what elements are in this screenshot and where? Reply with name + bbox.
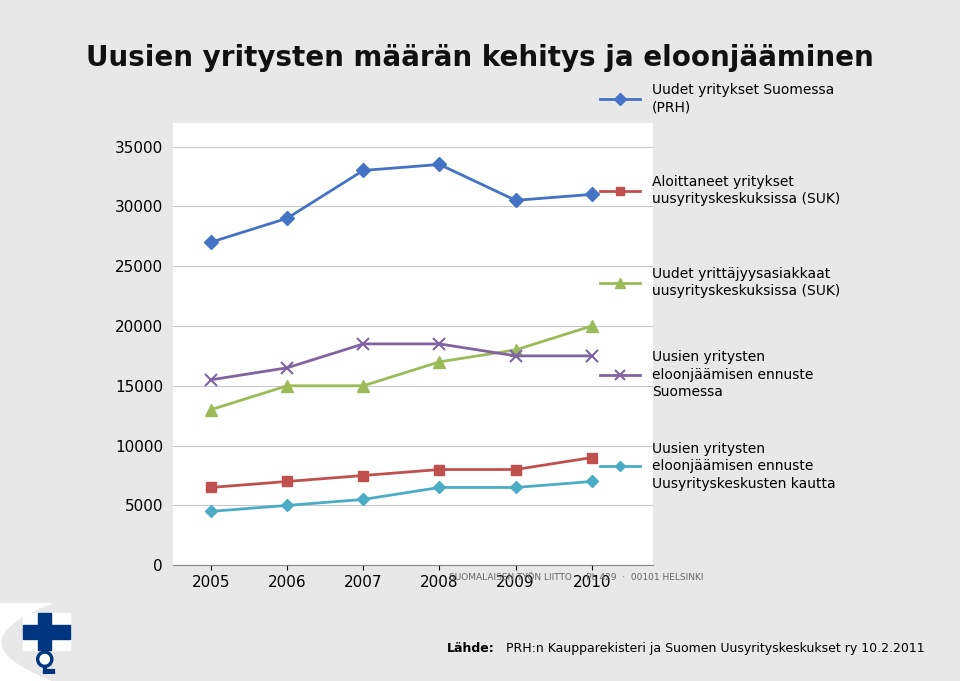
- Uudet yritykset Suomessa
(PRH): [434, 160, 445, 168]
- Aloittaneet yritykset
uusyrityskeskuksissa (SUK): [357, 471, 369, 479]
- Uusien yritysten
eloonjäämisen ennuste
Uusyrityskeskusten kautta: [357, 495, 369, 503]
- Line: Uudet yrittäjyysasiakkaat
uusyrityskeskuksissa (SUK): Uudet yrittäjyysasiakkaat uusyrityskesku…: [205, 320, 597, 415]
- Uudet yrittäjyysasiakkaat
uusyrityskeskuksissa (SUK): [434, 358, 445, 366]
- Bar: [23, 625, 69, 639]
- Line: Aloittaneet yritykset
uusyrityskeskuksissa (SUK): Aloittaneet yritykset uusyrityskeskuksis…: [206, 453, 597, 492]
- Bar: [23, 613, 69, 650]
- Text: Aloittaneet yritykset
uusyrityskeskuksissa (SUK): Aloittaneet yritykset uusyrityskeskuksis…: [652, 175, 840, 206]
- Line: Uusien yritysten
eloonjäämisen ennuste
Uusyrityskeskusten kautta: Uusien yritysten eloonjäämisen ennuste U…: [206, 477, 596, 516]
- Text: Uudet yrittäjyysasiakkaat
uusyrityskeskuksissa (SUK): Uudet yrittäjyysasiakkaat uusyrityskesku…: [652, 267, 840, 298]
- Aloittaneet yritykset
uusyrityskeskuksissa (SUK): [281, 477, 293, 486]
- Aloittaneet yritykset
uusyrityskeskuksissa (SUK): [434, 465, 445, 473]
- Uudet yrittäjyysasiakkaat
uusyrityskeskuksissa (SUK): [510, 346, 521, 354]
- Aloittaneet yritykset
uusyrityskeskuksissa (SUK): [510, 465, 521, 473]
- Uusien yritysten
eloonjäämisen ennuste
Suomessa: [587, 352, 598, 360]
- Bar: [38, 613, 52, 650]
- Text: PRH:n Kaupparekisteri ja Suomen Uusyrityskeskukset ry 10.2.2011: PRH:n Kaupparekisteri ja Suomen Uusyrity…: [502, 642, 924, 656]
- Uudet yrittäjyysasiakkaat
uusyrityskeskuksissa (SUK): [205, 406, 217, 414]
- Uudet yritykset Suomessa
(PRH): [205, 238, 217, 247]
- Text: Uudet yritykset Suomessa
(PRH): Uudet yritykset Suomessa (PRH): [652, 83, 834, 114]
- Uudet yrittäjyysasiakkaat
uusyrityskeskuksissa (SUK): [357, 381, 369, 390]
- Line: Uusien yritysten
eloonjäämisen ennuste
Suomessa: Uusien yritysten eloonjäämisen ennuste S…: [204, 338, 598, 386]
- Text: SUOMALAISEN TYÖN LIITTO  ·  PL 429  ·  00101 HELSINKI: SUOMALAISEN TYÖN LIITTO · PL 429 · 00101…: [448, 573, 704, 582]
- Uusien yritysten
eloonjäämisen ennuste
Uusyrityskeskusten kautta: [510, 484, 521, 492]
- Text: Uusien yritysten
eloonjäämisen ennuste
Suomessa: Uusien yritysten eloonjäämisen ennuste S…: [652, 350, 813, 399]
- Uusien yritysten
eloonjäämisen ennuste
Suomessa: [434, 340, 445, 348]
- Text: Uusien yritysten
eloonjäämisen ennuste
Uusyrityskeskusten kautta: Uusien yritysten eloonjäämisen ennuste U…: [652, 442, 835, 491]
- Text: Uusien yritysten määrän kehitys ja eloonjääminen: Uusien yritysten määrän kehitys ja eloon…: [86, 44, 874, 72]
- Uusien yritysten
eloonjäämisen ennuste
Uusyrityskeskusten kautta: [281, 501, 293, 509]
- Uusien yritysten
eloonjäämisen ennuste
Uusyrityskeskusten kautta: [587, 477, 598, 486]
- Line: Uudet yritykset Suomessa
(PRH): Uudet yritykset Suomessa (PRH): [206, 159, 597, 247]
- Uusien yritysten
eloonjäämisen ennuste
Suomessa: [205, 376, 217, 384]
- Uudet yritykset Suomessa
(PRH): [357, 166, 369, 174]
- Uudet yritykset Suomessa
(PRH): [510, 196, 521, 204]
- Uusien yritysten
eloonjäämisen ennuste
Suomessa: [357, 340, 369, 348]
- Circle shape: [36, 651, 53, 667]
- Circle shape: [40, 654, 50, 664]
- Uusien yritysten
eloonjäämisen ennuste
Suomessa: [510, 352, 521, 360]
- Aloittaneet yritykset
uusyrityskeskuksissa (SUK): [587, 454, 598, 462]
- Uudet yrittäjyysasiakkaat
uusyrityskeskuksissa (SUK): [281, 381, 293, 390]
- Uudet yritykset Suomessa
(PRH): [281, 215, 293, 223]
- Uusien yritysten
eloonjäämisen ennuste
Uusyrityskeskusten kautta: [434, 484, 445, 492]
- Aloittaneet yritykset
uusyrityskeskuksissa (SUK): [205, 484, 217, 492]
- Uudet yritykset Suomessa
(PRH): [587, 190, 598, 198]
- Uudet yrittäjyysasiakkaat
uusyrityskeskuksissa (SUK): [587, 322, 598, 330]
- Uusien yritysten
eloonjäämisen ennuste
Suomessa: [281, 364, 293, 372]
- Text: Lähde:: Lähde:: [447, 642, 494, 656]
- Uusien yritysten
eloonjäämisen ennuste
Uusyrityskeskusten kautta: [205, 507, 217, 516]
